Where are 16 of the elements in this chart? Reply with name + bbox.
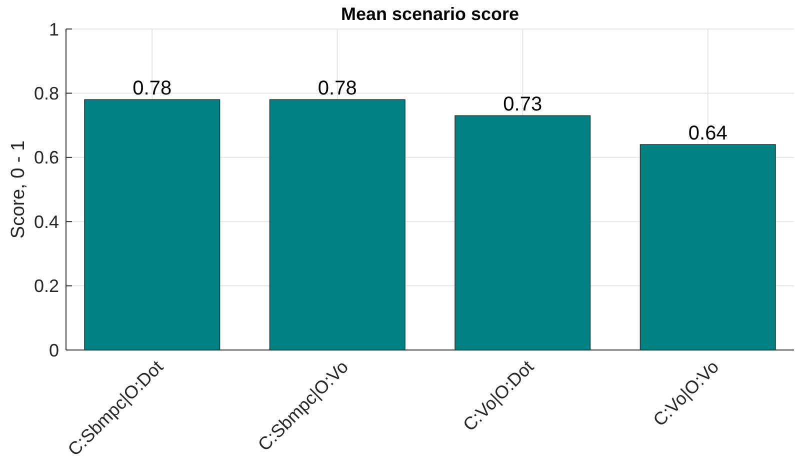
y-axis-title: Score, 0 - 1	[8, 140, 29, 239]
data-label: 0.64	[688, 122, 728, 145]
y-tick-label: 0	[48, 340, 59, 360]
bar	[454, 115, 591, 350]
y-tick-label: 0.4	[34, 212, 59, 232]
data-label: 0.78	[318, 78, 357, 100]
data-label: 0.73	[503, 94, 542, 116]
y-tick-label: 1	[48, 19, 59, 40]
y-tick-label: 0.8	[34, 84, 59, 104]
data-label: 0.78	[132, 78, 172, 100]
y-tick-label: 0.6	[34, 148, 59, 168]
y-tick-label: 0.2	[34, 276, 59, 296]
chart-title: Mean scenario score	[340, 4, 520, 24]
bar	[269, 99, 406, 350]
bar	[84, 99, 220, 350]
bar	[640, 144, 776, 350]
